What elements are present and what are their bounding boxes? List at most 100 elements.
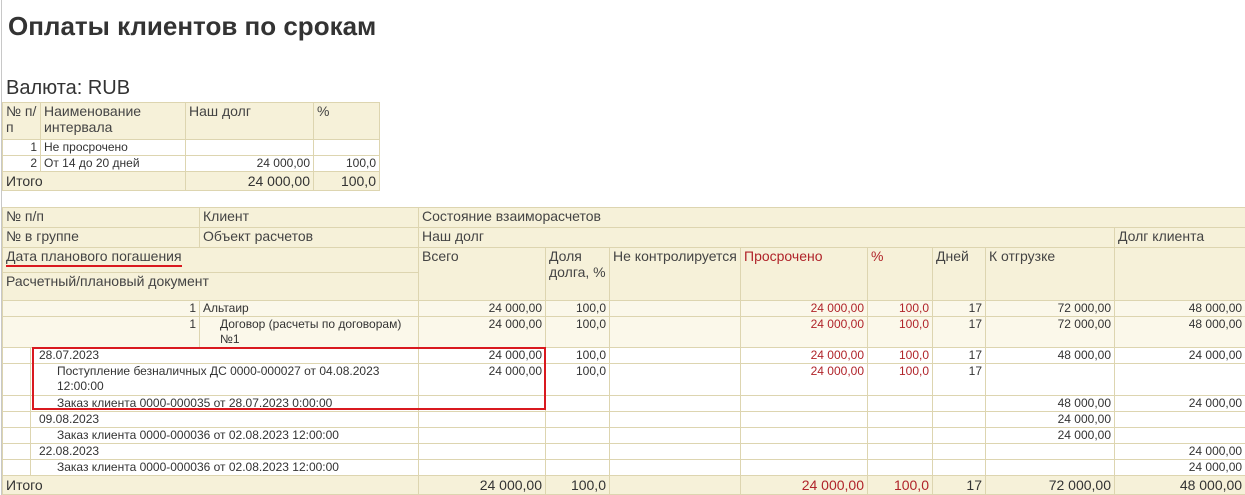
value-cell: 100,0 bbox=[545, 347, 610, 364]
header-cell: К отгрузке bbox=[985, 247, 1115, 301]
value-cell bbox=[985, 459, 1115, 476]
cell: 1 bbox=[2, 139, 41, 156]
client: Альтаир bbox=[199, 300, 419, 317]
value-cell bbox=[418, 411, 546, 428]
value-cell: 24 000,00 bbox=[418, 475, 546, 495]
header-cell: Наш долг bbox=[185, 102, 314, 140]
value-cell: 17 bbox=[932, 300, 986, 317]
value-cell bbox=[740, 395, 868, 412]
cell: 100,0 bbox=[313, 155, 380, 172]
intervals-table: № п/п Наименование интервала Наш долг% 1 Не … bbox=[2, 102, 380, 191]
value-cell bbox=[1113, 411, 1245, 428]
cell: Не просрочено bbox=[40, 139, 186, 156]
value-cell bbox=[545, 427, 610, 444]
header-cell: Состояние взаиморасчетов bbox=[417, 207, 1245, 228]
value-cell bbox=[609, 443, 741, 460]
value-cell: 100,0 bbox=[545, 316, 610, 348]
value-cell: 48 000,00 bbox=[985, 395, 1115, 412]
indent bbox=[2, 443, 31, 460]
value-cell bbox=[609, 363, 741, 396]
group-row: 1 Договор (расчеты по договорам) №1 24 000… bbox=[2, 316, 1245, 348]
value-cell bbox=[985, 443, 1115, 460]
header-row: Расчетный/плановый документ bbox=[2, 272, 1245, 301]
value-cell: 72 000,00 bbox=[985, 300, 1115, 317]
row: 2 От 14 до 20 дней 24 000,00 100,0 bbox=[2, 155, 380, 172]
value-cell: 48 000,00 bbox=[1113, 316, 1245, 348]
value-cell: 17 bbox=[932, 347, 986, 364]
highlight-frame bbox=[32, 347, 546, 410]
document: Поступление безналичных ДС 0000-000027 о… bbox=[30, 363, 419, 396]
header-cell: Наименование интервала bbox=[40, 102, 186, 140]
value-cell: 24 000,00 bbox=[985, 411, 1115, 428]
value-cell bbox=[867, 427, 933, 444]
value-cell: 100,0 bbox=[545, 363, 610, 396]
value-cell bbox=[609, 427, 741, 444]
total-label: Итого bbox=[2, 475, 419, 495]
value-cell bbox=[418, 443, 546, 460]
value-cell bbox=[740, 427, 868, 444]
date-row: 09.08.2023 24 000,00 bbox=[2, 411, 1245, 428]
border bbox=[1, 0, 2, 495]
total-label: Итого bbox=[2, 171, 186, 191]
value-cell bbox=[1113, 427, 1245, 444]
group-row: 1 Альтаир 24 000,00 100,0 24 000,00 100,0 17 72… bbox=[2, 300, 1245, 317]
indent bbox=[2, 427, 31, 444]
value-cell bbox=[609, 347, 741, 364]
value-cell: 24 000,00 bbox=[740, 363, 868, 396]
header-cell: Долг клиента bbox=[1113, 227, 1245, 248]
date: 09.08.2023 bbox=[30, 411, 419, 428]
header-cell: % bbox=[867, 247, 933, 301]
value-cell: 17 bbox=[932, 316, 986, 348]
total-percent: 100,0 bbox=[313, 171, 380, 191]
value-cell: 72 000,00 bbox=[985, 316, 1115, 348]
value-cell bbox=[867, 411, 933, 428]
value-cell: 72 000,00 bbox=[985, 475, 1115, 495]
value-cell: 17 bbox=[932, 475, 986, 495]
total-row: Итого 24 000,00 100,0 24 000,00 100,0 17 72 00… bbox=[2, 475, 1245, 495]
value-cell bbox=[932, 459, 986, 476]
report-title: Оплаты клиентов по срокам bbox=[8, 11, 377, 41]
value-cell bbox=[932, 411, 986, 428]
date-header: Дата планового погашения bbox=[6, 248, 182, 267]
header-row: № п/п Наименование интервала Наш долг% bbox=[2, 102, 380, 140]
header-cell: № в группе bbox=[2, 227, 200, 248]
value-cell: 24 000,00 bbox=[1113, 347, 1245, 364]
document: Заказ клиента 0000-000036 от 02.08.2023 … bbox=[30, 459, 419, 476]
header-cell: Просрочено bbox=[740, 247, 868, 301]
row-number: 1 bbox=[2, 316, 200, 348]
indent bbox=[2, 459, 31, 476]
value-cell: 24 000,00 bbox=[418, 363, 546, 396]
contract: Договор (расчеты по договорам) №1 bbox=[199, 316, 419, 348]
cell: 2 bbox=[2, 155, 41, 172]
value-cell bbox=[867, 395, 933, 412]
value-cell bbox=[932, 427, 986, 444]
value-cell: 100,0 bbox=[545, 475, 610, 495]
value-cell bbox=[740, 443, 868, 460]
row-number: 1 bbox=[2, 300, 200, 317]
value-cell bbox=[867, 443, 933, 460]
value-cell bbox=[418, 427, 546, 444]
header-cell: Дата планового погашения bbox=[2, 247, 419, 273]
value-cell: 100,0 bbox=[867, 475, 933, 495]
value-cell bbox=[545, 443, 610, 460]
header-cell: № п/п bbox=[2, 207, 200, 228]
value-cell bbox=[609, 459, 741, 476]
header-cell: Не контролируется bbox=[609, 247, 741, 301]
value-cell: 24 000,00 bbox=[1113, 443, 1245, 460]
row: 1 Не просрочено bbox=[2, 139, 380, 156]
value-cell: 24 000,00 bbox=[740, 475, 868, 495]
value-cell: 100,0 bbox=[867, 363, 933, 396]
value-cell bbox=[932, 395, 986, 412]
value-cell: 24 000,00 bbox=[985, 427, 1115, 444]
header-cell: Доля долга, % bbox=[545, 247, 610, 301]
header-row: Дата планового погашения Всего Доля долга,… bbox=[2, 247, 1245, 301]
value-cell bbox=[609, 300, 741, 317]
value-cell bbox=[545, 411, 610, 428]
value-cell: 100,0 bbox=[867, 316, 933, 348]
indent bbox=[2, 411, 31, 428]
value-cell bbox=[609, 475, 741, 495]
value-cell: 100,0 bbox=[867, 347, 933, 364]
cell: 24 000,00 bbox=[185, 155, 314, 172]
value-cell: 100,0 bbox=[545, 300, 610, 317]
